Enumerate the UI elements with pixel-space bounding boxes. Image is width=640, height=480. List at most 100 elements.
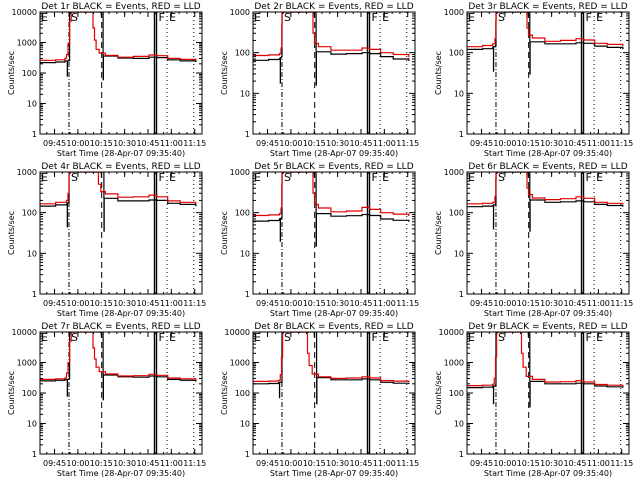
x-tick-label: 10:15	[303, 139, 326, 148]
x-tick-label: 10:00	[493, 299, 516, 308]
plot-frame	[466, 171, 630, 295]
y-axis-label: Counts/sec	[7, 371, 16, 415]
marker-label: E	[169, 171, 176, 184]
marker-label: F	[586, 171, 592, 184]
x-tick-label: 11:00	[587, 139, 610, 148]
y-tick-label: 1000	[444, 8, 464, 17]
plot-frame	[39, 171, 203, 295]
marker-label: E	[382, 171, 389, 184]
y-tick-label: 1000	[230, 168, 250, 177]
x-axis-label: Start Time (28-Apr-07 09:35:40)	[270, 309, 398, 318]
x-tick-label: 11:00	[587, 459, 610, 468]
x-tick-label: 11:15	[610, 299, 633, 308]
marker-label: F	[372, 11, 378, 24]
x-tick-label: 09:45	[43, 299, 66, 308]
y-tick-label: 100	[235, 49, 250, 58]
x-tick-label: 10:30	[540, 459, 563, 468]
y-tick-label: 100	[22, 209, 37, 218]
series-line-events	[253, 172, 410, 247]
series-line-lld	[40, 12, 197, 61]
x-tick-label: 10:45	[563, 459, 586, 468]
marker-label: S	[284, 11, 291, 24]
marker-label: S	[71, 11, 78, 24]
y-axis-label: Counts/sec	[220, 211, 229, 255]
panel-title: Det 6r BLACK = Events, RED = LLD	[468, 162, 627, 172]
x-tick-label: 10:00	[493, 459, 516, 468]
y-tick-label: 10000	[12, 328, 37, 337]
x-tick-label: 11:00	[160, 299, 183, 308]
x-tick-label: 10:45	[349, 139, 372, 148]
panel-title: Det 9r BLACK = Events, RED = LLD	[468, 322, 627, 332]
series-line-lld	[40, 332, 197, 380]
x-tick-label: 09:45	[256, 459, 279, 468]
panel-title: Det 7r BLACK = Events, RED = LLD	[41, 322, 200, 332]
y-tick-label: 10000	[225, 328, 250, 337]
plot-frame	[466, 331, 630, 455]
corner-marker-label: E	[41, 11, 48, 24]
x-tick-label: 10:15	[517, 299, 540, 308]
y-tick-label: 1000	[230, 8, 250, 17]
x-tick-label: 09:45	[43, 139, 66, 148]
panel-title: Det 4r BLACK = Events, RED = LLD	[41, 162, 200, 172]
y-tick-label: 10	[454, 249, 464, 258]
x-tick-label: 10:00	[66, 139, 89, 148]
y-tick-label: 1	[459, 130, 464, 139]
x-tick-label: 10:00	[279, 299, 302, 308]
plot-frame	[466, 11, 630, 135]
series-line-lld	[40, 172, 197, 205]
x-tick-label: 10:30	[113, 139, 136, 148]
marker-label: S	[71, 171, 78, 184]
x-tick-label: 09:45	[256, 139, 279, 148]
y-tick-label: 1	[459, 290, 464, 299]
series-line-lld	[467, 12, 624, 48]
x-tick-label: 10:45	[349, 459, 372, 468]
x-tick-label: 11:15	[610, 139, 633, 148]
marker-label: F	[586, 331, 592, 344]
y-tick-label: 1	[245, 290, 250, 299]
y-tick-label: 10	[27, 420, 37, 429]
x-axis-label: Start Time (28-Apr-07 09:35:40)	[270, 149, 398, 158]
plot-frame	[252, 171, 416, 295]
corner-marker-label: E	[468, 11, 475, 24]
x-tick-label: 11:00	[373, 459, 396, 468]
x-tick-label: 11:15	[396, 459, 419, 468]
x-tick-label: 10:30	[326, 299, 349, 308]
x-tick-label: 11:15	[396, 299, 419, 308]
x-tick-label: 11:00	[373, 299, 396, 308]
x-tick-label: 10:45	[136, 299, 159, 308]
corner-marker-label: E	[41, 331, 48, 344]
y-axis-label: Counts/sec	[220, 371, 229, 415]
x-tick-label: 10:30	[326, 459, 349, 468]
x-axis-label: Start Time (28-Apr-07 09:35:40)	[57, 149, 185, 158]
marker-label: S	[498, 11, 505, 24]
x-tick-label: 10:00	[279, 139, 302, 148]
x-tick-label: 10:30	[113, 299, 136, 308]
corner-marker-label: E	[41, 171, 48, 184]
y-tick-label: 100	[22, 389, 37, 398]
x-tick-label: 09:45	[470, 459, 493, 468]
x-tick-label: 10:15	[90, 459, 113, 468]
marker-label: S	[284, 171, 291, 184]
corner-marker-label: E	[254, 11, 261, 24]
x-tick-label: 11:15	[396, 139, 419, 148]
marker-label: F	[159, 171, 165, 184]
marker-label: E	[169, 331, 176, 344]
series-line-events	[253, 12, 410, 86]
panel-title: Det 1r BLACK = Events, RED = LLD	[41, 2, 200, 12]
x-tick-label: 10:30	[540, 139, 563, 148]
x-tick-label: 10:30	[113, 459, 136, 468]
y-tick-label: 1	[32, 290, 37, 299]
series-line-lld	[467, 332, 624, 387]
marker-label: F	[159, 331, 165, 344]
x-axis-label: Start Time (28-Apr-07 09:35:40)	[484, 149, 612, 158]
x-tick-label: 10:30	[540, 299, 563, 308]
x-tick-label: 10:15	[303, 459, 326, 468]
y-axis-label: Counts/sec	[7, 51, 16, 95]
x-tick-label: 11:15	[183, 459, 206, 468]
x-tick-label: 11:15	[183, 139, 206, 148]
y-tick-label: 10000	[12, 8, 37, 17]
